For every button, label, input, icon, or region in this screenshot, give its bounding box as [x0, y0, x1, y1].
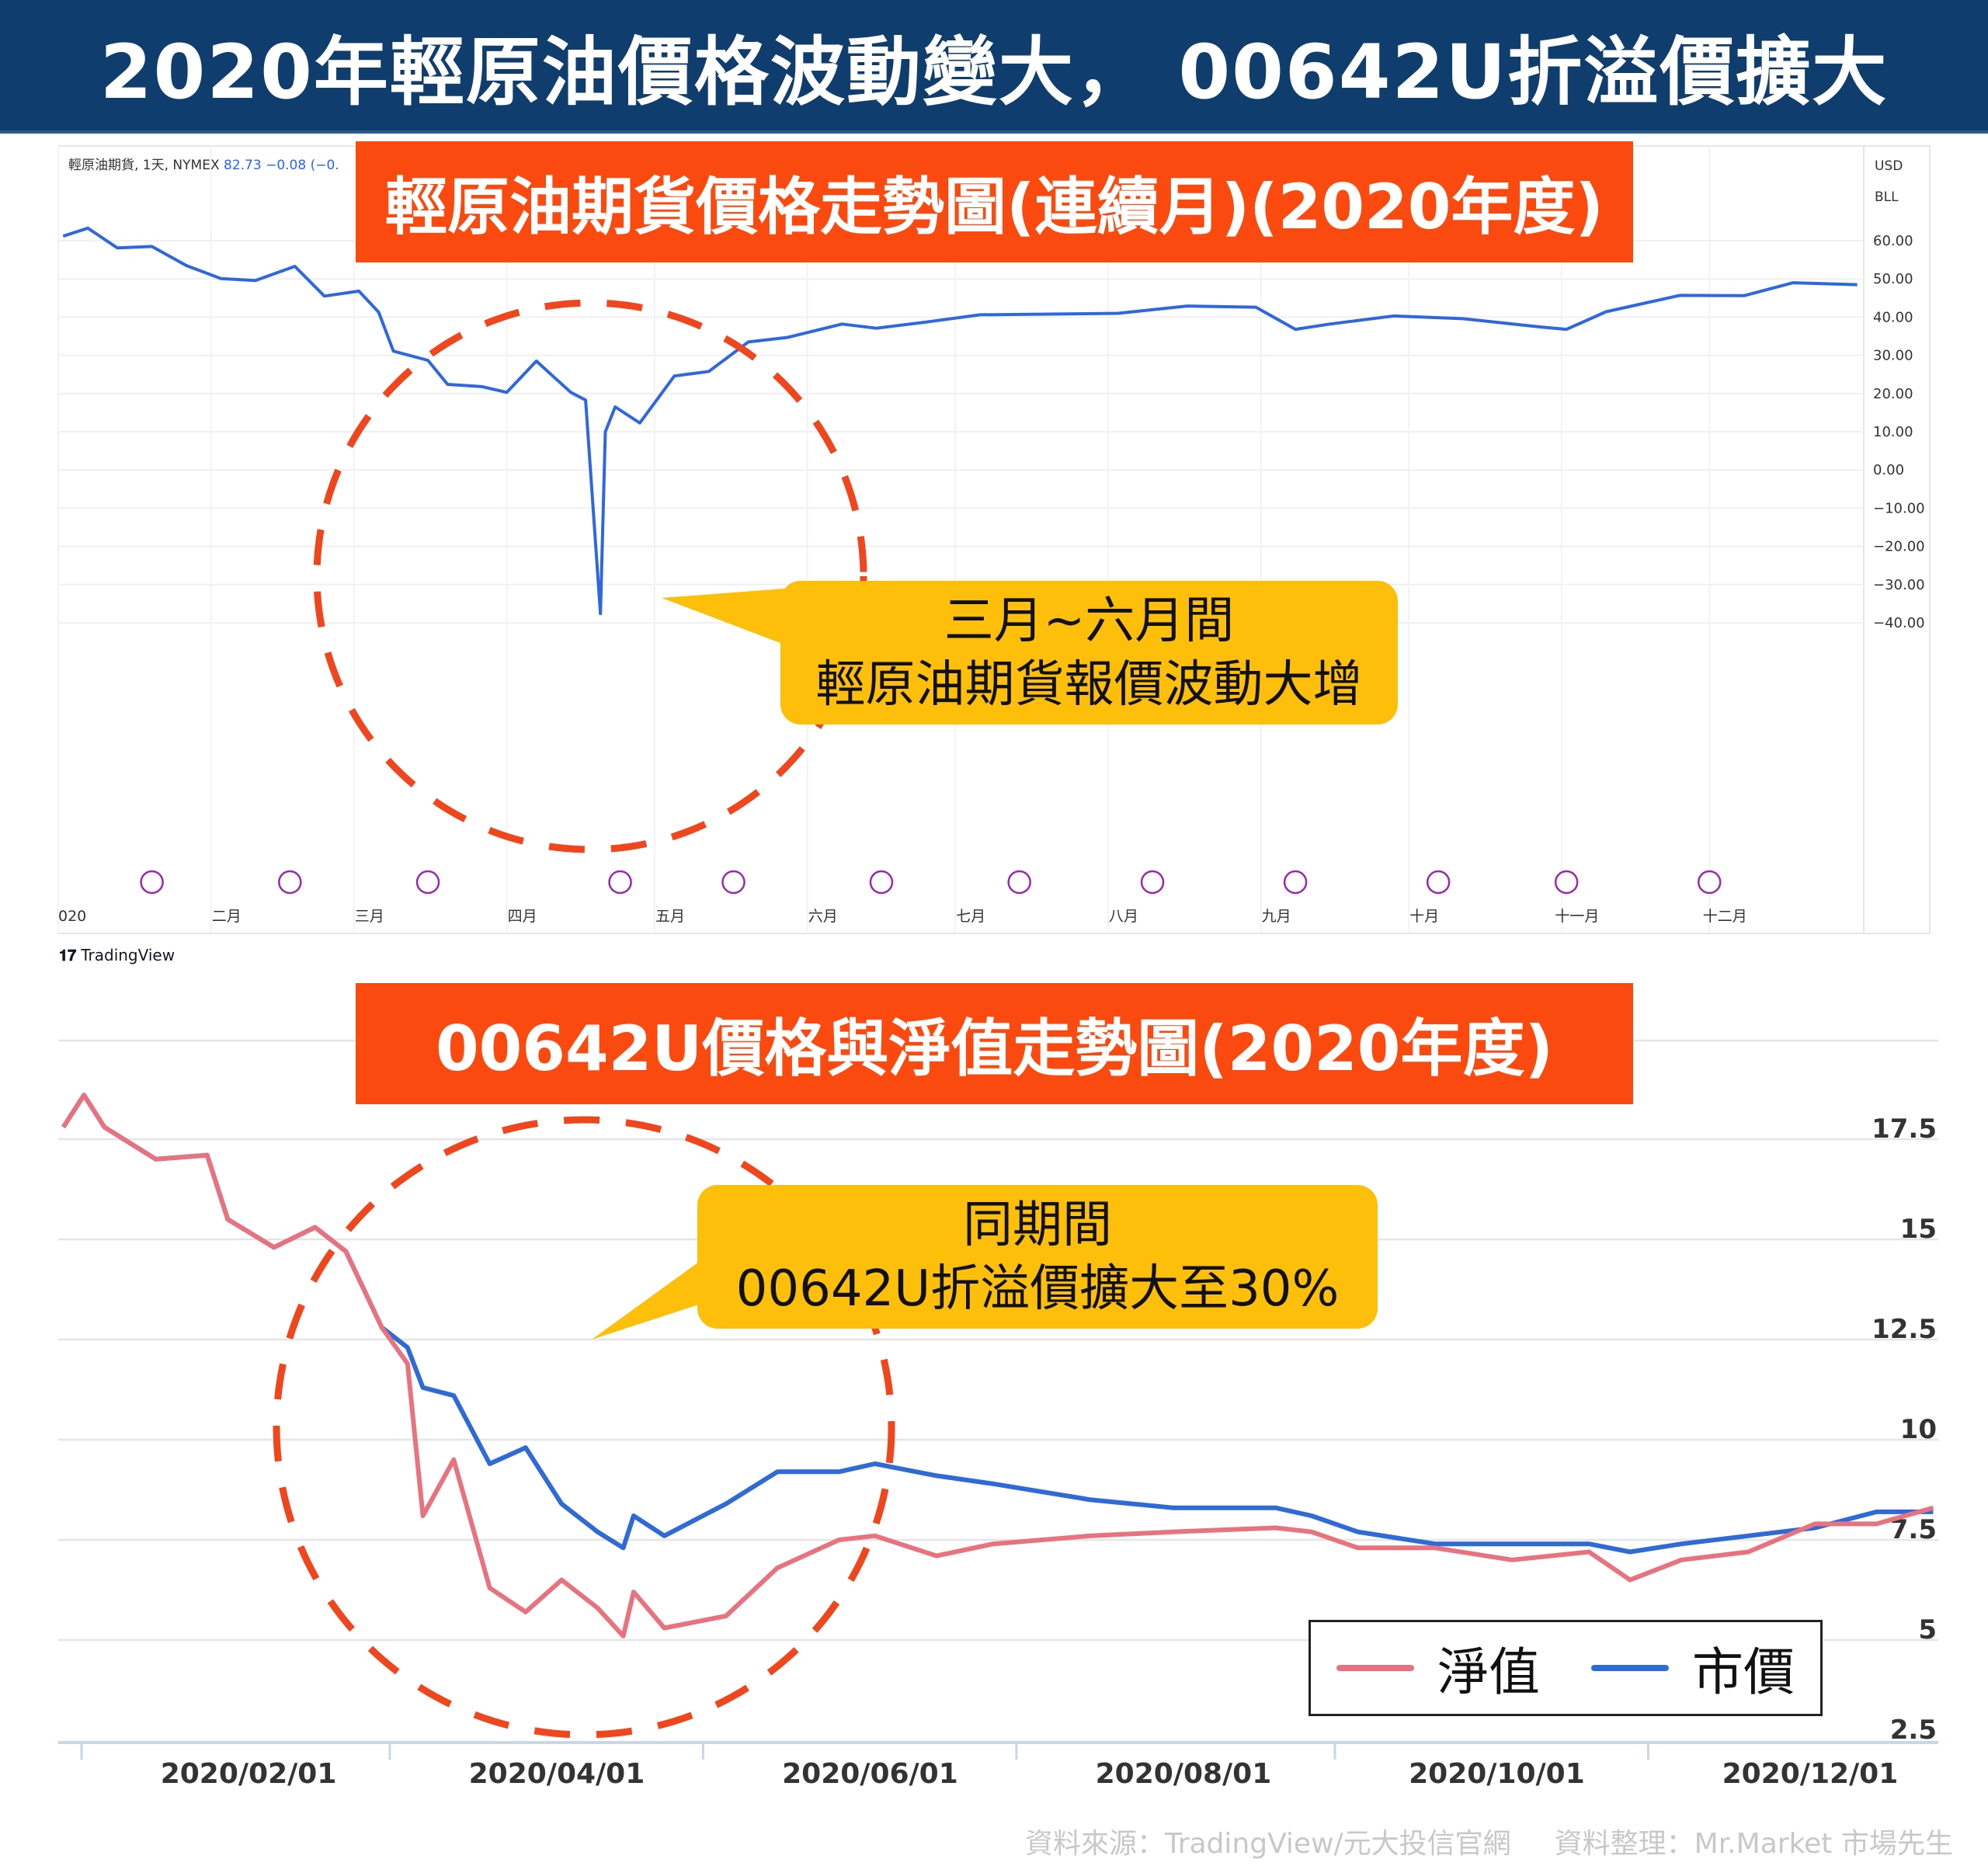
- top-y-tick-label: 60.00: [1873, 233, 1913, 249]
- bottom-y-tick-label: 15: [1900, 1214, 1937, 1245]
- event-marker[interactable]: [1007, 870, 1031, 895]
- bottom-y-tick-label: 10: [1900, 1414, 1937, 1445]
- top-x-tick-label: 十二月: [1703, 908, 1747, 925]
- event-marker[interactable]: [721, 870, 746, 895]
- top-y-tick-label: −10.00: [1873, 500, 1925, 516]
- event-marker[interactable]: [608, 870, 632, 895]
- top-x-tick-label: 十月: [1409, 908, 1439, 925]
- top-x-tick-label: 七月: [956, 908, 985, 925]
- top-y-tick-label: 40.00: [1873, 309, 1913, 325]
- top-chart-symbol-info: 輕原油期貨, 1天, NYMEX 82.73 −0.08 (−0.: [68, 154, 339, 173]
- bottom-x-tick-label: 2020/10/01: [1409, 1758, 1585, 1790]
- bottom-callout: 同期間 00642U折溢價擴大至30%: [697, 1185, 1378, 1329]
- top-x-tick-label: 五月: [655, 908, 685, 925]
- legend-swatch-nav: [1336, 1665, 1414, 1671]
- legend-item-price: 市價: [1591, 1631, 1795, 1705]
- top-chart-banner: 輕原油期貨價格走勢圖(連續月)(2020年度): [356, 141, 1633, 262]
- bottom-chart-x-ticks: 2020/02/01 2020/04/01 2020/06/01 2020/08/01…: [161, 1758, 1899, 1790]
- legend-swatch-price: [1591, 1665, 1669, 1671]
- bottom-x-tick-label: 2020/12/01: [1722, 1758, 1899, 1790]
- top-y-tick-label: −40.00: [1873, 615, 1925, 631]
- event-marker[interactable]: [1554, 870, 1579, 895]
- bottom-chart-series: [61, 1093, 1934, 1638]
- top-x-tick-label: 十一月: [1555, 908, 1599, 925]
- top-y-tick-label: −30.00: [1873, 577, 1925, 593]
- bottom-x-tick-label: 2020/08/01: [1096, 1758, 1272, 1790]
- bottom-y-tick-label: 12.5: [1872, 1314, 1937, 1345]
- legend-label-nav: 淨值: [1437, 1642, 1540, 1702]
- legend-label-price: 市價: [1692, 1642, 1795, 1702]
- top-callout-line1: 三月~六月間: [944, 592, 1235, 650]
- bottom-highlight-circle: [273, 1116, 895, 1739]
- bottom-callout-line1: 同期間: [963, 1196, 1112, 1254]
- top-chart-grid: [57, 146, 1862, 933]
- nav-line: [61, 1093, 1934, 1638]
- bottom-callout-pointer: [592, 1262, 699, 1340]
- top-y-tick-label: 30.00: [1873, 348, 1913, 364]
- oil-price-line: [62, 226, 1858, 616]
- page-title: 2020年輕原油價格波動變大， 00642U折溢價擴大: [0, 0, 1988, 134]
- top-y-tick-label: 20.00: [1873, 386, 1913, 402]
- top-x-tick-label: 020: [58, 908, 86, 925]
- bottom-x-tick-label: 2020/06/01: [782, 1758, 958, 1790]
- top-x-tick-label: 九月: [1262, 908, 1291, 925]
- source-left: 資料來源：TradingView/元大投信官網: [1025, 1828, 1511, 1860]
- top-highlight-circle: [313, 299, 867, 853]
- event-marker[interactable]: [1283, 870, 1308, 895]
- event-marker[interactable]: [869, 870, 894, 895]
- source-right: 資料整理：Mr.Market 市場先生: [1554, 1828, 1953, 1860]
- top-x-tick-label: 八月: [1109, 908, 1138, 925]
- top-callout: 三月~六月間 輕原油期貨報價波動大增: [780, 581, 1398, 725]
- bottom-chart-banner: 00642U價格與淨值走勢圖(2020年度): [356, 983, 1633, 1104]
- event-marker[interactable]: [140, 870, 164, 895]
- tradingview-logo: 𝟏𝟕 TradingView: [59, 946, 176, 964]
- top-chart-frame: [57, 145, 1931, 934]
- top-x-tick-label: 三月: [355, 908, 384, 925]
- currency-label: USD: [1875, 158, 1903, 174]
- tradingview-logo-text: TradingView: [81, 946, 176, 964]
- event-marker[interactable]: [1140, 870, 1165, 895]
- top-y-tick-label: 50.00: [1873, 271, 1913, 287]
- bottom-x-tick-label: 2020/04/01: [469, 1758, 645, 1790]
- bottom-chart-x-separators: [80, 1743, 1649, 1760]
- top-x-tick-label: 六月: [808, 908, 838, 925]
- bottom-y-tick-label: 5: [1918, 1614, 1937, 1645]
- event-marker[interactable]: [415, 870, 440, 895]
- legend-item-nav: 淨值: [1336, 1631, 1540, 1705]
- top-chart-y-ticks: 60.00 50.00 40.00 30.00 20.00 10.00 0.00 −10.00…: [1873, 233, 1925, 631]
- unit-label: BLL: [1875, 189, 1899, 205]
- event-marker[interactable]: [278, 870, 302, 895]
- top-chart-series: [62, 226, 1858, 616]
- top-x-tick-label: 四月: [508, 908, 537, 925]
- event-marker[interactable]: [1426, 870, 1451, 895]
- bottom-x-tick-label: 2020/02/01: [161, 1758, 337, 1790]
- bottom-chart-legend: 淨值 市價: [1309, 1620, 1823, 1716]
- symbol-label: 輕原油期貨, 1天, NYMEX: [68, 158, 220, 173]
- bottom-y-tick-label: 2.5: [1890, 1715, 1937, 1746]
- top-callout-line2: 輕原油期貨報價波動大增: [815, 655, 1363, 714]
- top-chart-x-ticks: 020 二月 三月 四月 五月 六月 七月 八月 九月 十月 十一月 十二月: [58, 908, 1747, 925]
- top-chart-event-markers: [140, 870, 1722, 895]
- top-y-tick-label: 0.00: [1873, 462, 1904, 478]
- top-callout-pointer: [662, 589, 784, 645]
- bottom-callout-line2: 00642U折溢價擴大至30%: [735, 1260, 1340, 1318]
- source-note: 資料來源：TradingView/元大投信官網 資料整理：Mr.Market 市場…: [1025, 1821, 1988, 1861]
- top-y-tick-label: −20.00: [1873, 539, 1925, 555]
- event-marker[interactable]: [1697, 870, 1722, 895]
- bottom-y-tick-label: 17.5: [1872, 1114, 1937, 1145]
- top-y-tick-label: 10.00: [1873, 424, 1913, 440]
- top-x-tick-label: 二月: [212, 908, 242, 925]
- symbol-values: 82.73 −0.08 (−0.: [224, 158, 339, 173]
